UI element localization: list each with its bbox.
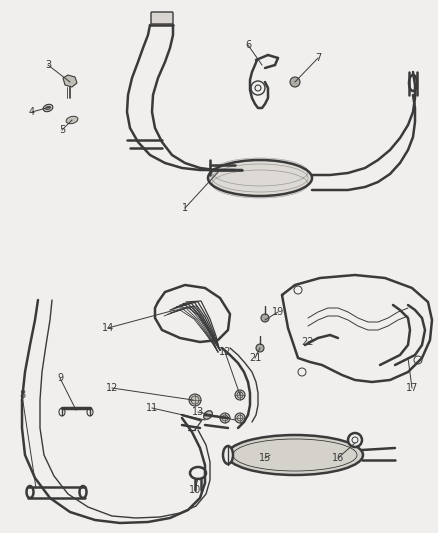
Ellipse shape bbox=[409, 75, 417, 91]
Text: 12: 12 bbox=[219, 347, 231, 357]
Ellipse shape bbox=[208, 160, 312, 196]
Circle shape bbox=[220, 413, 230, 423]
Circle shape bbox=[256, 344, 264, 352]
Text: 10: 10 bbox=[189, 485, 201, 495]
Ellipse shape bbox=[46, 107, 50, 110]
Text: 8: 8 bbox=[19, 390, 25, 400]
Text: 16: 16 bbox=[332, 453, 344, 463]
Text: 22: 22 bbox=[302, 337, 314, 347]
Text: 21: 21 bbox=[249, 353, 261, 363]
Ellipse shape bbox=[27, 486, 33, 498]
Circle shape bbox=[290, 77, 300, 87]
Ellipse shape bbox=[66, 116, 78, 124]
Circle shape bbox=[251, 81, 265, 95]
Ellipse shape bbox=[43, 104, 53, 112]
Text: 7: 7 bbox=[315, 53, 321, 63]
Polygon shape bbox=[63, 75, 77, 87]
Text: 12: 12 bbox=[106, 383, 118, 393]
Ellipse shape bbox=[87, 408, 93, 416]
Ellipse shape bbox=[59, 408, 65, 416]
Ellipse shape bbox=[223, 446, 233, 464]
Ellipse shape bbox=[227, 435, 363, 475]
Text: 19: 19 bbox=[272, 307, 284, 317]
Text: 6: 6 bbox=[245, 40, 251, 50]
Ellipse shape bbox=[190, 467, 206, 479]
Text: 4: 4 bbox=[29, 107, 35, 117]
Circle shape bbox=[189, 394, 201, 406]
Circle shape bbox=[235, 390, 245, 400]
Text: 9: 9 bbox=[57, 373, 63, 383]
Circle shape bbox=[261, 314, 269, 322]
Text: 1: 1 bbox=[182, 203, 188, 213]
FancyBboxPatch shape bbox=[151, 12, 173, 24]
Text: 17: 17 bbox=[406, 383, 418, 393]
Circle shape bbox=[348, 433, 362, 447]
Text: 14: 14 bbox=[102, 323, 114, 333]
Text: 11: 11 bbox=[146, 403, 158, 413]
Text: 3: 3 bbox=[45, 60, 51, 70]
Circle shape bbox=[235, 413, 245, 423]
Text: 5: 5 bbox=[59, 125, 65, 135]
Text: 15: 15 bbox=[259, 453, 271, 463]
Text: 13: 13 bbox=[192, 407, 204, 417]
Ellipse shape bbox=[204, 411, 212, 419]
Ellipse shape bbox=[80, 486, 86, 498]
